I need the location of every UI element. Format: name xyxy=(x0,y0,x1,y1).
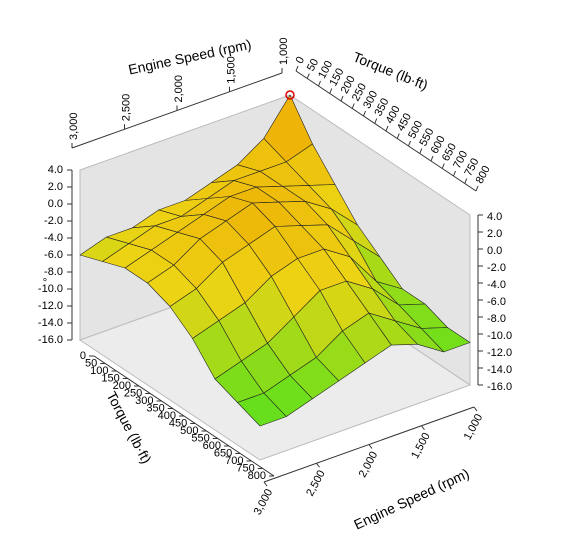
z-right-tick-label: -10.0 xyxy=(487,330,512,342)
z-right-tick-label: -6.0 xyxy=(487,296,506,308)
x-top-tick-label: 1,500 xyxy=(225,56,237,84)
y-top-tick xyxy=(408,140,411,147)
y-top-tick xyxy=(441,163,445,169)
y-top-tick xyxy=(318,80,321,87)
y-top-tick xyxy=(385,125,389,132)
y-top-tick xyxy=(306,73,310,79)
z-right-tick-label: -12.0 xyxy=(487,347,512,359)
x-top-tick-label: 2,500 xyxy=(120,94,132,122)
x-bottom-tick xyxy=(368,444,373,449)
z-left-tick-label: -14.0 xyxy=(38,317,63,329)
z-right-tick-label: -14.0 xyxy=(487,364,512,376)
z-left-tick-label: -12.0 xyxy=(38,300,63,312)
z-left-tick-label: -4.0 xyxy=(44,232,63,244)
x-top-tick-label: 1,000 xyxy=(278,37,290,65)
y-bottom-tick-label: 100 xyxy=(90,365,108,377)
y-bottom-tick-label: 700 xyxy=(225,455,243,467)
y-bottom-tick-label: 550 xyxy=(191,432,209,444)
z-axis-title: ° xyxy=(43,277,47,289)
y-bottom-tick-label: 650 xyxy=(214,447,232,459)
x-bottom-tick xyxy=(473,406,478,412)
z-right-tick-label: 2.0 xyxy=(487,228,502,240)
z-right-tick-label: -8.0 xyxy=(487,313,506,325)
x-bottom-tick xyxy=(316,462,320,468)
surface-cell xyxy=(237,392,287,427)
y-bottom-tick-label: 750 xyxy=(236,462,254,474)
y-top-tick xyxy=(453,170,456,177)
x-top-tick-label: 3,000 xyxy=(68,112,80,140)
z-right-tick-label: -4.0 xyxy=(487,279,506,291)
peak-marker xyxy=(285,90,295,100)
z-left-tick-label: 0.0 xyxy=(48,198,63,210)
y-top-tick xyxy=(329,88,333,94)
z-left-tick-label: -10.0 xyxy=(38,283,63,295)
y-bottom-tick-label: 400 xyxy=(158,410,176,422)
z-left-tick-label: -16.0 xyxy=(38,334,63,346)
z-left-tick-label: -6.0 xyxy=(44,249,63,261)
z-left-tick-label: 4.0 xyxy=(48,164,63,176)
y-top-tick xyxy=(430,155,434,162)
y-top-tick xyxy=(475,185,479,192)
z-left-tick-label: -2.0 xyxy=(44,215,63,227)
z-left-tick-label: -8.0 xyxy=(44,266,63,278)
z-right-tick-label: 4.0 xyxy=(487,211,502,223)
y-top-tick xyxy=(363,110,366,117)
y-bottom-tick-label: 800 xyxy=(248,470,266,482)
y-bottom-tick-label: 50 xyxy=(85,357,97,369)
x-bottom-tick xyxy=(421,425,425,431)
y-bottom-tick-label: 450 xyxy=(169,417,187,429)
y-bottom-tick-label: 500 xyxy=(180,425,198,437)
y-top-tick xyxy=(464,178,468,184)
y-top-tick-label: 50 xyxy=(305,57,321,73)
y-bottom-tick-label: 200 xyxy=(113,380,131,392)
y-top-tick xyxy=(351,103,355,109)
x-bottom-tick xyxy=(263,481,268,487)
y-bottom-tick-label: 350 xyxy=(146,402,164,414)
y-bottom-tick-label: 150 xyxy=(101,372,119,384)
y-top-tick-label: 0 xyxy=(294,55,307,66)
y-top-tick xyxy=(374,118,378,124)
z-left-tick-label: 2.0 xyxy=(48,181,63,193)
z-right-tick-label: 0.0 xyxy=(487,245,502,257)
y-top-tick xyxy=(340,95,344,102)
z-right-tick-label: -16.0 xyxy=(487,381,512,393)
y-bottom-tick-label: 300 xyxy=(135,395,153,407)
y-bottom-tick-label: 600 xyxy=(203,440,221,452)
y-bottom-tick-label: 250 xyxy=(124,387,142,399)
x-top-tick-label: 2,000 xyxy=(173,75,185,103)
y-top-tick xyxy=(396,133,400,139)
y-bottom-tick-label: 0 xyxy=(80,350,86,362)
y-top-tick xyxy=(295,65,299,72)
y-top-tick xyxy=(419,148,423,154)
z-right-tick-label: -2.0 xyxy=(487,262,506,274)
